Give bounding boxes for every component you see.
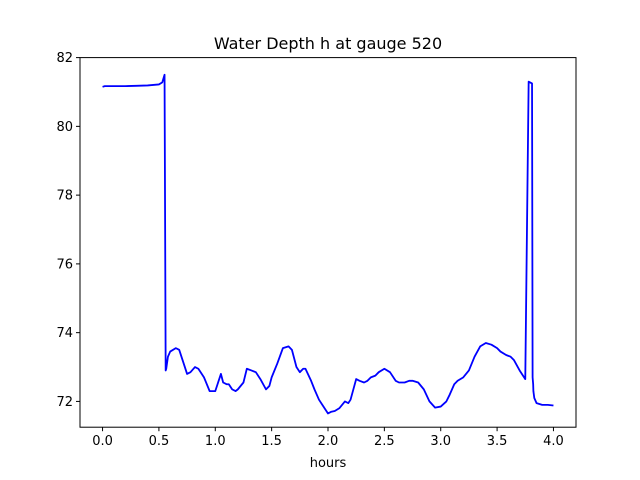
y-tick-label: 72: [56, 395, 73, 410]
x-tick-label: 4.0: [543, 434, 564, 449]
x-tick-label: 0.5: [149, 434, 170, 449]
series-line-0: [102, 73, 554, 415]
chart-title: Water Depth h at gauge 520: [214, 34, 442, 53]
x-axis-label: hours: [310, 456, 347, 471]
y-tick-label: 82: [56, 51, 73, 66]
y-tick-label: 80: [56, 120, 73, 135]
y-tick-label: 76: [56, 257, 73, 272]
x-tick-label: 1.5: [261, 434, 282, 449]
x-tick-label: 3.0: [430, 434, 451, 449]
plot-area: [80, 57, 576, 428]
y-tick-label: 74: [56, 326, 73, 341]
x-tick-label: 1.0: [205, 434, 226, 449]
x-tick-label: 3.5: [487, 434, 508, 449]
x-tick-label: 0.0: [92, 434, 113, 449]
y-tick-label: 78: [56, 189, 73, 204]
y-axis-ticks: 72 74 76 78 80 82: [56, 51, 80, 410]
x-tick-label: 2.0: [318, 434, 339, 449]
series-layer: [102, 73, 554, 415]
x-tick-label: 2.5: [374, 434, 395, 449]
x-axis-ticks: 0.0 0.5 1.0 1.5 2.0 2.5 3.0 3.5 4.0: [92, 427, 564, 449]
